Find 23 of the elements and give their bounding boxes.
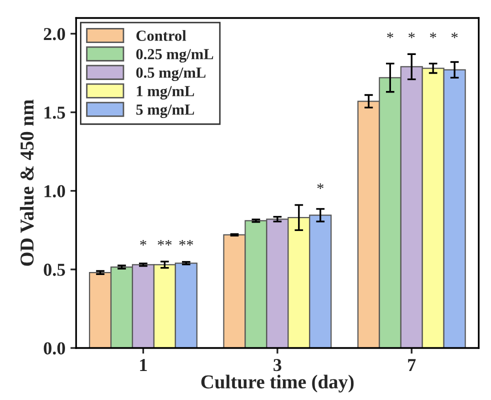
legend-label: 5 mg/mL xyxy=(136,104,194,118)
data-label: * xyxy=(451,32,458,38)
data-label: * xyxy=(408,32,415,38)
legend-label: 0.5 mg/mL xyxy=(136,67,206,82)
x-tick-label: 3 xyxy=(274,358,282,372)
legend-label: 0.25 mg/mL xyxy=(136,48,214,63)
x-tick-label: 7 xyxy=(408,359,416,371)
y-tick-label: 0.5 xyxy=(44,264,66,276)
y-axis-title: OD Value & 450 nm xyxy=(20,100,34,266)
legend-label: 1 mg/mL xyxy=(136,86,194,100)
data-label: ** xyxy=(179,240,194,246)
y-tick-label: 0.0 xyxy=(44,342,65,355)
y-tick-label: 1.0 xyxy=(44,185,65,198)
legend-label: Control xyxy=(136,30,186,41)
y-tick-label: 2.0 xyxy=(44,28,65,40)
data-label: * xyxy=(317,183,324,190)
data-label: * xyxy=(387,32,394,38)
data-label: * xyxy=(140,240,146,246)
y-tick-label: 1.5 xyxy=(44,106,66,119)
data-label: ** xyxy=(158,240,172,246)
x-axis-title: Culture time (day) xyxy=(201,374,354,392)
x-tick-label: 1 xyxy=(140,359,147,371)
data-label: * xyxy=(430,32,436,38)
